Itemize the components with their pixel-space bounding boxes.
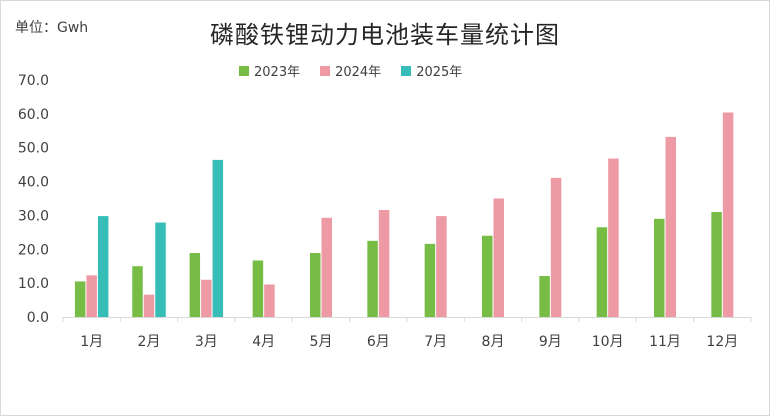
bar-2023-3 bbox=[189, 253, 201, 317]
legend-item-2025: 2025年 bbox=[401, 61, 462, 80]
y-tick-label: 30.0 bbox=[18, 208, 49, 224]
chart-title: 磷酸铁锂动力电池装车量统计图 bbox=[210, 21, 560, 49]
bar-2024-8 bbox=[493, 198, 504, 317]
bar-2024-4 bbox=[264, 284, 275, 317]
y-tick-label: 40.0 bbox=[18, 175, 49, 191]
bar-2023-6 bbox=[367, 240, 378, 317]
x-tick-label: 11月 bbox=[649, 334, 681, 350]
legend-item-2023: 2023年 bbox=[239, 61, 300, 80]
legend-label-2025: 2025年 bbox=[416, 65, 463, 80]
x-tick-label: 10月 bbox=[592, 334, 624, 350]
bar-2025-3 bbox=[212, 159, 224, 317]
bar-2025-1 bbox=[97, 216, 109, 317]
bar-2023-5 bbox=[310, 253, 321, 317]
x-tick-label: 5月 bbox=[310, 334, 333, 350]
x-tick-label: 1月 bbox=[80, 334, 103, 350]
legend-swatch-2025 bbox=[401, 65, 412, 76]
bar-2023-10 bbox=[596, 227, 608, 317]
bar-2023-12 bbox=[711, 212, 722, 317]
bar-2023-1 bbox=[74, 281, 86, 317]
y-tick-label: 0.0 bbox=[27, 310, 49, 326]
bar-2023-11 bbox=[654, 218, 665, 317]
x-tick-label: 2月 bbox=[138, 334, 161, 350]
bar-2023-9 bbox=[539, 276, 550, 317]
bar-2023-4 bbox=[252, 260, 264, 317]
legend-label-2023: 2023年 bbox=[254, 65, 301, 80]
bar-2024-1 bbox=[86, 275, 97, 317]
bar-2024-6 bbox=[378, 210, 390, 317]
x-tick-label: 6月 bbox=[367, 334, 390, 350]
bar-2023-7 bbox=[424, 243, 436, 317]
x-tick-label: 8月 bbox=[482, 334, 505, 350]
y-tick-label: 50.0 bbox=[18, 141, 49, 157]
bar-2024-10 bbox=[608, 158, 619, 317]
x-tick-label: 4月 bbox=[252, 334, 275, 350]
bar-2024-2 bbox=[143, 294, 155, 317]
x-tick-label: 7月 bbox=[424, 334, 447, 350]
y-tick-label: 20.0 bbox=[18, 242, 49, 258]
bar-2024-7 bbox=[436, 216, 447, 317]
bar-2024-9 bbox=[550, 177, 562, 317]
y-tick-label: 70.0 bbox=[18, 73, 49, 89]
legend-label-2024: 2024年 bbox=[335, 65, 382, 80]
bar-2024-12 bbox=[722, 112, 734, 317]
legend-swatch-2023 bbox=[239, 65, 249, 76]
legend: 2023年 2024年 2025年 bbox=[239, 61, 462, 80]
x-tick-label: 9月 bbox=[539, 334, 562, 350]
bar-2024-5 bbox=[321, 217, 332, 317]
x-tick-label: 12月 bbox=[706, 334, 738, 350]
bar-2025-2 bbox=[155, 222, 166, 317]
bar-2024-11 bbox=[665, 136, 676, 317]
unit-label: 单位：Gwh bbox=[15, 20, 89, 36]
bar-2023-2 bbox=[132, 266, 143, 317]
legend-swatch-2024 bbox=[320, 65, 331, 76]
legend-item-2024: 2024年 bbox=[320, 61, 381, 80]
y-tick-label: 60.0 bbox=[18, 107, 49, 123]
y-tick-label: 10.0 bbox=[18, 276, 49, 292]
bar-2023-8 bbox=[482, 235, 493, 317]
bar-2024-3 bbox=[201, 279, 212, 317]
x-tick-label: 3月 bbox=[195, 334, 218, 350]
